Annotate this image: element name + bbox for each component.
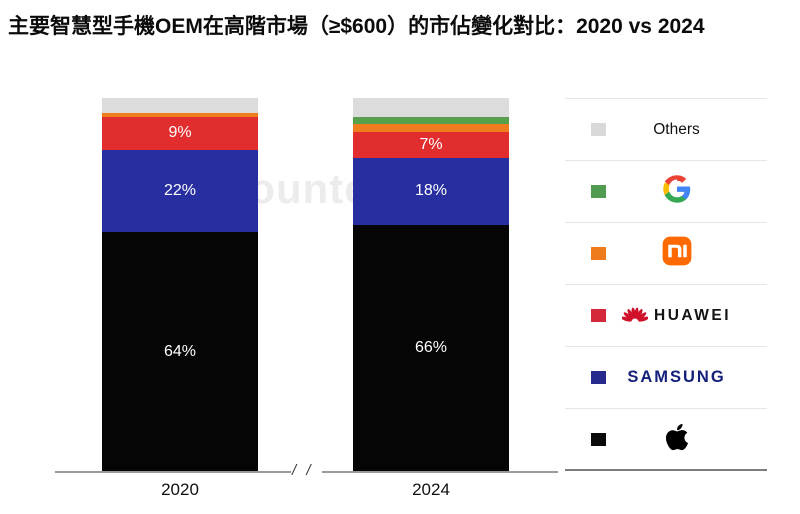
legend: Others [565, 98, 767, 471]
bar-segment-google [353, 116, 509, 125]
others-swatch [591, 123, 606, 136]
segment-value-label: 7% [419, 135, 443, 153]
x-axis-line-left [55, 471, 291, 473]
legend-row-samsung: SAMSUNG [565, 347, 767, 409]
samsung-wordmark: SAMSUNG [627, 368, 726, 386]
bar-segment-apple: 64% [102, 232, 258, 471]
x-tick-label-2020: 2020 [161, 480, 199, 499]
legend-row-huawei: HUAWEI [565, 285, 767, 347]
bar-segment-others [102, 98, 258, 113]
legend-row-apple [565, 409, 767, 471]
legend-row-xiaomi [565, 223, 767, 285]
huawei-flower-icon [621, 302, 649, 329]
apple-swatch [591, 432, 606, 446]
bar-segment-samsung: 18% [353, 157, 509, 225]
segment-value-label: 64% [163, 342, 197, 360]
legend-row-google [565, 161, 767, 223]
segment-value-label: 22% [163, 182, 197, 200]
bar-segment-apple: 66% [353, 224, 509, 471]
huawei-wordmark: HUAWEI [654, 306, 731, 324]
segment-value-label: 18% [414, 182, 448, 200]
bar-segment-huawei: 9% [102, 116, 258, 151]
bar-segment-huawei: 7% [353, 131, 509, 158]
segment-value-label: 66% [414, 338, 448, 356]
x-axis-line-right [322, 471, 558, 473]
bar-segment-others [353, 98, 509, 117]
google-swatch [591, 185, 606, 198]
apple-logo-icon [664, 422, 690, 457]
huawei-swatch [591, 309, 606, 322]
axis-break-mark: / / [292, 462, 314, 479]
stacked-bar-2024: 7% 18% 66% [353, 98, 509, 471]
xiaomi-swatch [591, 247, 606, 260]
samsung-swatch [591, 371, 606, 384]
legend-row-others: Others [565, 99, 767, 161]
bar-segment-samsung: 22% [102, 150, 258, 233]
bar-segment-xiaomi [102, 112, 258, 117]
chart-title: 主要智慧型手機OEM在高階市場（≥$600）的市佔變化對比：2020 vs 20… [8, 15, 705, 38]
google-logo-icon [662, 174, 692, 209]
others-label: Others [653, 120, 700, 138]
bar-segment-xiaomi [353, 124, 509, 132]
stacked-bar-2020: 9% 22% 64% [102, 98, 258, 471]
xiaomi-logo-icon [662, 236, 692, 271]
x-tick-label-2024: 2024 [412, 480, 450, 499]
segment-value-label: 9% [168, 124, 192, 142]
